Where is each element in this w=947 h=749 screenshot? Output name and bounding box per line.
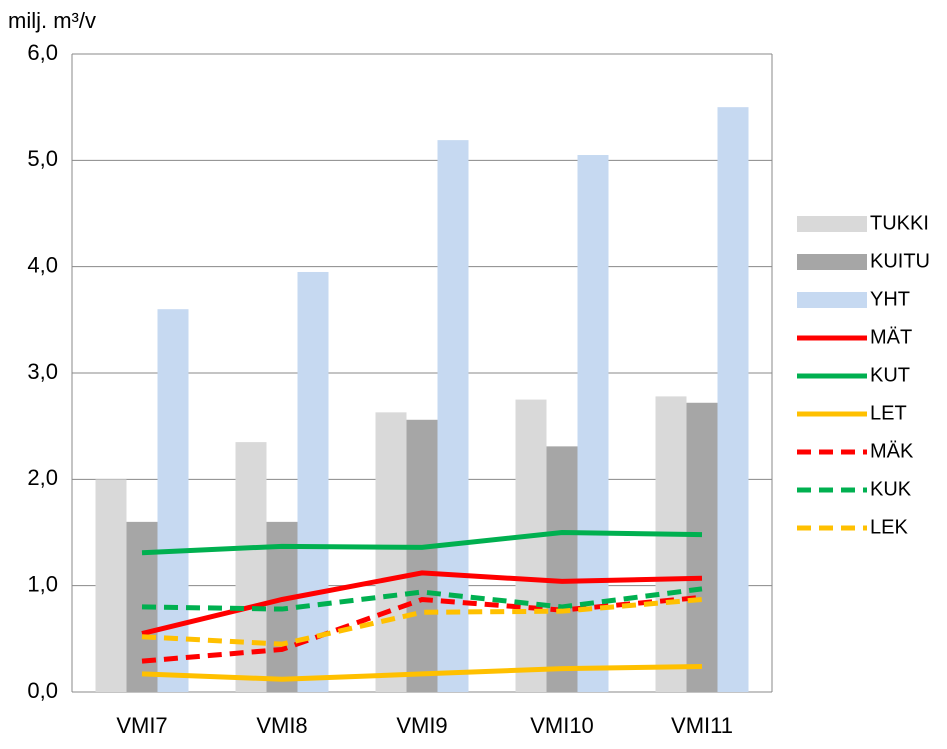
bar bbox=[546, 446, 578, 692]
line bbox=[141, 586, 703, 612]
y-tick-label: 6,0 bbox=[27, 40, 58, 65]
legend-label: LET bbox=[870, 402, 907, 424]
y-tick-label: 5,0 bbox=[27, 146, 58, 171]
line bbox=[141, 596, 703, 647]
bar bbox=[717, 107, 749, 692]
bar bbox=[437, 140, 469, 692]
y-tick-label: 3,0 bbox=[27, 359, 58, 384]
y-axis-title: milj. m³/v bbox=[8, 8, 96, 33]
y-tick-label: 2,0 bbox=[27, 465, 58, 490]
line bbox=[141, 663, 703, 682]
y-tick-label: 0,0 bbox=[27, 678, 58, 703]
legend-swatch bbox=[797, 292, 867, 308]
x-tick-label: VMI8 bbox=[256, 713, 307, 738]
x-tick-label: VMI10 bbox=[530, 713, 594, 738]
line bbox=[141, 529, 703, 556]
legend-label: KUITU bbox=[870, 250, 930, 272]
legend-label: YHT bbox=[870, 288, 910, 310]
legend-label: LEK bbox=[870, 516, 908, 538]
bar bbox=[297, 271, 329, 692]
legend-label: TUKKI bbox=[870, 212, 929, 234]
legend-swatch bbox=[797, 254, 867, 270]
x-tick-label: VMI11 bbox=[671, 713, 733, 738]
bar bbox=[655, 396, 687, 692]
bar bbox=[686, 402, 718, 692]
legend-swatch bbox=[797, 216, 867, 232]
x-tick-label: VMI9 bbox=[396, 713, 447, 738]
bar bbox=[95, 479, 127, 692]
x-tick-label: VMI7 bbox=[116, 713, 167, 738]
bar bbox=[157, 309, 189, 692]
legend-label: KUK bbox=[870, 478, 912, 500]
bar bbox=[375, 412, 407, 692]
bar bbox=[515, 399, 547, 692]
y-tick-label: 4,0 bbox=[27, 252, 58, 277]
legend-label: MÄK bbox=[870, 440, 914, 462]
legend-label: KUT bbox=[870, 364, 910, 386]
line bbox=[141, 594, 703, 664]
y-tick-label: 1,0 bbox=[27, 571, 58, 596]
legend-label: MÄT bbox=[870, 326, 912, 348]
bar bbox=[406, 419, 438, 692]
